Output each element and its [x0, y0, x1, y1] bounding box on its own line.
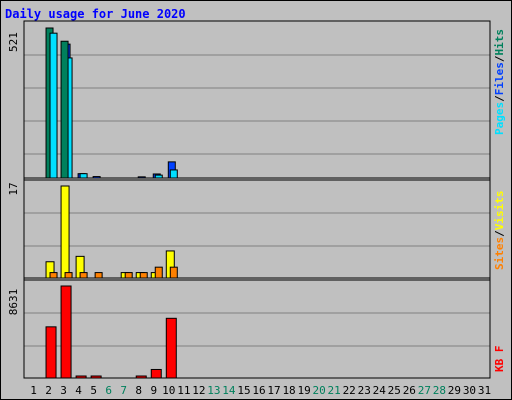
x-tick-label: 14 — [222, 384, 236, 397]
bar-sites-day-10 — [169, 266, 178, 279]
x-tick-label: 11 — [177, 384, 190, 397]
bar-pages-day-10 — [169, 169, 178, 179]
plot-border — [23, 20, 491, 379]
legend-separator: / — [493, 230, 506, 237]
x-tick-label: 21 — [328, 384, 341, 397]
x-tick-label: 29 — [448, 384, 461, 397]
x-tick-label: 3 — [60, 384, 67, 397]
bar-pages-day-4 — [79, 173, 88, 179]
x-tick-label: 10 — [162, 384, 175, 397]
x-tick-label: 4 — [75, 384, 82, 397]
x-tick-label: 25 — [388, 384, 401, 397]
x-tick-label: 13 — [207, 384, 220, 397]
bar-sites-day-5 — [94, 272, 103, 279]
x-tick-label: 15 — [237, 384, 250, 397]
bar-sites-day-4 — [79, 272, 88, 279]
legend-files: Files — [493, 62, 506, 95]
bar-kbf-day-4 — [75, 375, 87, 379]
x-tick-label: 2 — [45, 384, 52, 397]
x-tick-label: 12 — [192, 384, 205, 397]
bar-kbf-day-2 — [45, 326, 57, 379]
bar-visits-day-3 — [60, 185, 70, 279]
bar-sites-day-7 — [124, 272, 133, 279]
bar-kbf-day-5 — [90, 375, 102, 379]
legend-kb-f: KB F — [493, 346, 506, 373]
x-tick-label: 23 — [358, 384, 371, 397]
bar-kbf-day-9 — [150, 368, 162, 379]
x-tick-label: 8 — [135, 384, 142, 397]
x-tick-label: 16 — [252, 384, 265, 397]
x-tick-label: 28 — [433, 384, 446, 397]
bar-pages-day-2 — [49, 32, 58, 179]
x-tick-label: 30 — [463, 384, 476, 397]
bar-sites-day-9 — [154, 266, 163, 279]
legend-hits: Hits — [493, 29, 506, 56]
x-tick-label: 9 — [150, 384, 157, 397]
panel-1-legend: Pages/Files/Hits — [493, 29, 506, 135]
x-tick-label: 5 — [90, 384, 97, 397]
panel-1-area — [23, 20, 491, 179]
bar-files-day-8 — [137, 176, 146, 179]
legend-sites: Sites — [493, 237, 506, 270]
panel-1-max-label: 521 — [7, 32, 20, 52]
panel-3-max-label: 8631 — [7, 289, 20, 316]
panel-2-legend: Sites/Visits — [493, 191, 506, 271]
panel-3-area — [23, 279, 491, 379]
bar-kbf-day-10 — [165, 317, 177, 379]
bar-pages-day-9 — [154, 174, 163, 179]
legend-separator: / — [493, 55, 506, 62]
x-tick-label: 17 — [267, 384, 280, 397]
panel-2-max-label: 17 — [7, 182, 20, 195]
bar-files-day-5 — [92, 176, 101, 179]
x-tick-label: 26 — [403, 384, 416, 397]
x-tick-label: 27 — [418, 384, 431, 397]
legend-visits: Visits — [493, 191, 506, 231]
x-tick-label: 22 — [343, 384, 356, 397]
x-tick-label: 6 — [105, 384, 112, 397]
legend-separator: / — [493, 95, 506, 102]
panel-3-legend: KB F — [493, 346, 506, 373]
chart-title: Daily usage for June 2020 — [5, 7, 186, 21]
x-tick-label: 24 — [373, 384, 387, 397]
x-tick-label: 7 — [120, 384, 127, 397]
x-tick-label: 31 — [478, 384, 491, 397]
x-tick-label: 19 — [297, 384, 310, 397]
bar-kbf-day-3 — [60, 285, 72, 379]
x-tick-label: 20 — [313, 384, 326, 397]
x-tick-label: 18 — [282, 384, 295, 397]
panel-2-area — [23, 179, 491, 279]
bar-hits2-day-3 — [60, 40, 69, 179]
bar-sites-day-2 — [49, 272, 58, 279]
bar-sites-day-3 — [64, 272, 73, 279]
legend-pages: Pages — [493, 102, 506, 135]
bar-kbf-day-8 — [135, 375, 147, 379]
x-tick-label: 1 — [30, 384, 37, 397]
bar-sites-day-8 — [139, 272, 148, 279]
